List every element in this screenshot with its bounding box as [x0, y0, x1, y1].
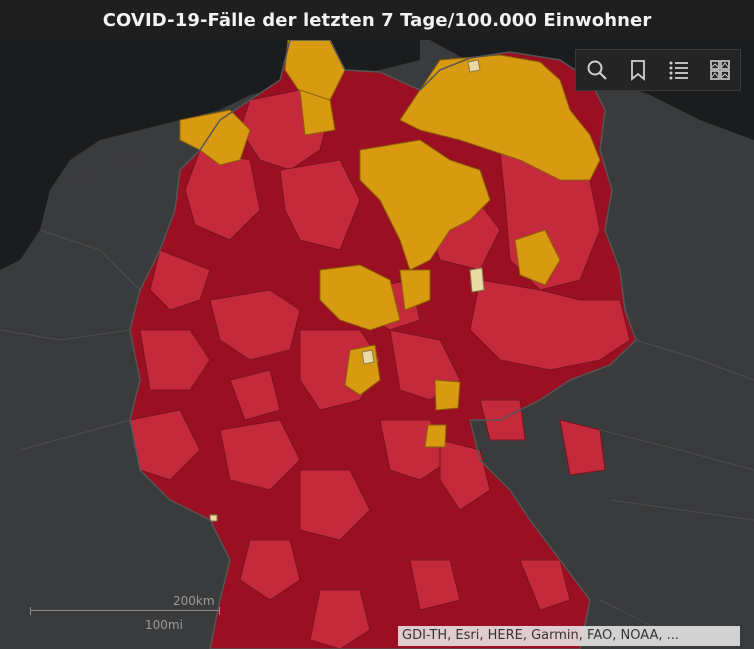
frisian-islands — [70, 152, 150, 186]
north-sea — [0, 40, 420, 270]
scale-bar: 200km 100mi — [30, 594, 220, 634]
map-title: COVID-19-Fälle der letzten 7 Tage/100.00… — [102, 9, 652, 31]
map-toolbar — [575, 49, 741, 91]
map-view[interactable] — [0, 40, 754, 649]
incidence-medium-regions — [179, 40, 601, 448]
incidence-low-regions — [209, 59, 485, 522]
map-canvas[interactable] — [0, 40, 754, 649]
bookmarks-button[interactable] — [617, 50, 658, 90]
search-icon — [587, 60, 607, 80]
map-title-bar: COVID-19-Fälle der letzten 7 Tage/100.00… — [0, 0, 754, 40]
basemap-gallery-button[interactable] — [699, 50, 740, 90]
search-button[interactable] — [576, 50, 617, 90]
neighbor-borders — [0, 229, 754, 641]
legend-button[interactable] — [658, 50, 699, 90]
germany-border — [129, 40, 637, 649]
scale-line — [30, 607, 220, 615]
scale-label-km: 200km — [173, 594, 215, 608]
map-attribution[interactable]: GDI-TH, Esri, HERE, Garmin, FAO, NOAA, .… — [398, 626, 740, 646]
scale-label-mi: 100mi — [145, 618, 183, 632]
bookmark-icon — [630, 60, 645, 81]
basemap-gallery-icon — [709, 60, 730, 80]
legend-list-icon — [669, 61, 688, 80]
